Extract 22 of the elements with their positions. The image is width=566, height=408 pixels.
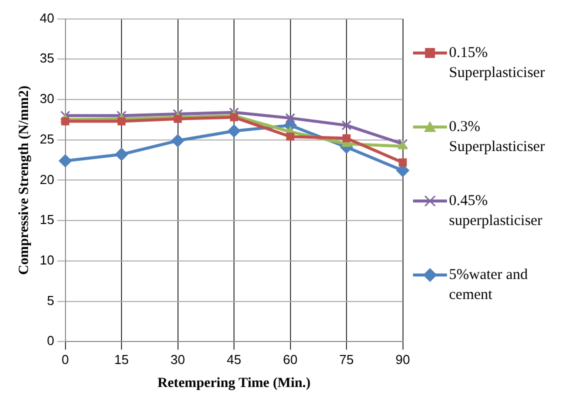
y-axis-title: Compressive Strength (N/mm2) (17, 85, 32, 275)
x-tick-label: 45 (226, 352, 242, 367)
x-tick-label: 90 (396, 352, 410, 367)
x-tick-label: 75 (339, 352, 354, 367)
y-tick-label: 10 (40, 252, 54, 268)
y-tick-label: 35 (40, 50, 54, 66)
y-tick-label: 0 (47, 333, 54, 348)
x-tick-label: 60 (283, 352, 298, 367)
x-axis-title: Retempering Time (Min.) (157, 376, 311, 392)
y-tick-label: 5 (47, 292, 54, 308)
legend-label: 0.15% Superplasticiser (449, 44, 546, 83)
y-tick-label: 25 (40, 131, 54, 146)
y-tick-label: 15 (40, 212, 54, 228)
x-tick-label: 0 (62, 352, 69, 367)
x-tick-label: 15 (114, 352, 129, 367)
y-tick-label: 40 (40, 10, 54, 26)
y-tick-label: 20 (40, 172, 54, 187)
legend-label: 0.3% Superplasticiser (449, 118, 546, 157)
legend-label: 0.45% superplasticiser (449, 192, 544, 231)
legend-label: 5%water and cement (449, 266, 529, 305)
y-tick-label: 30 (40, 91, 54, 106)
x-tick-label: 30 (170, 352, 185, 367)
